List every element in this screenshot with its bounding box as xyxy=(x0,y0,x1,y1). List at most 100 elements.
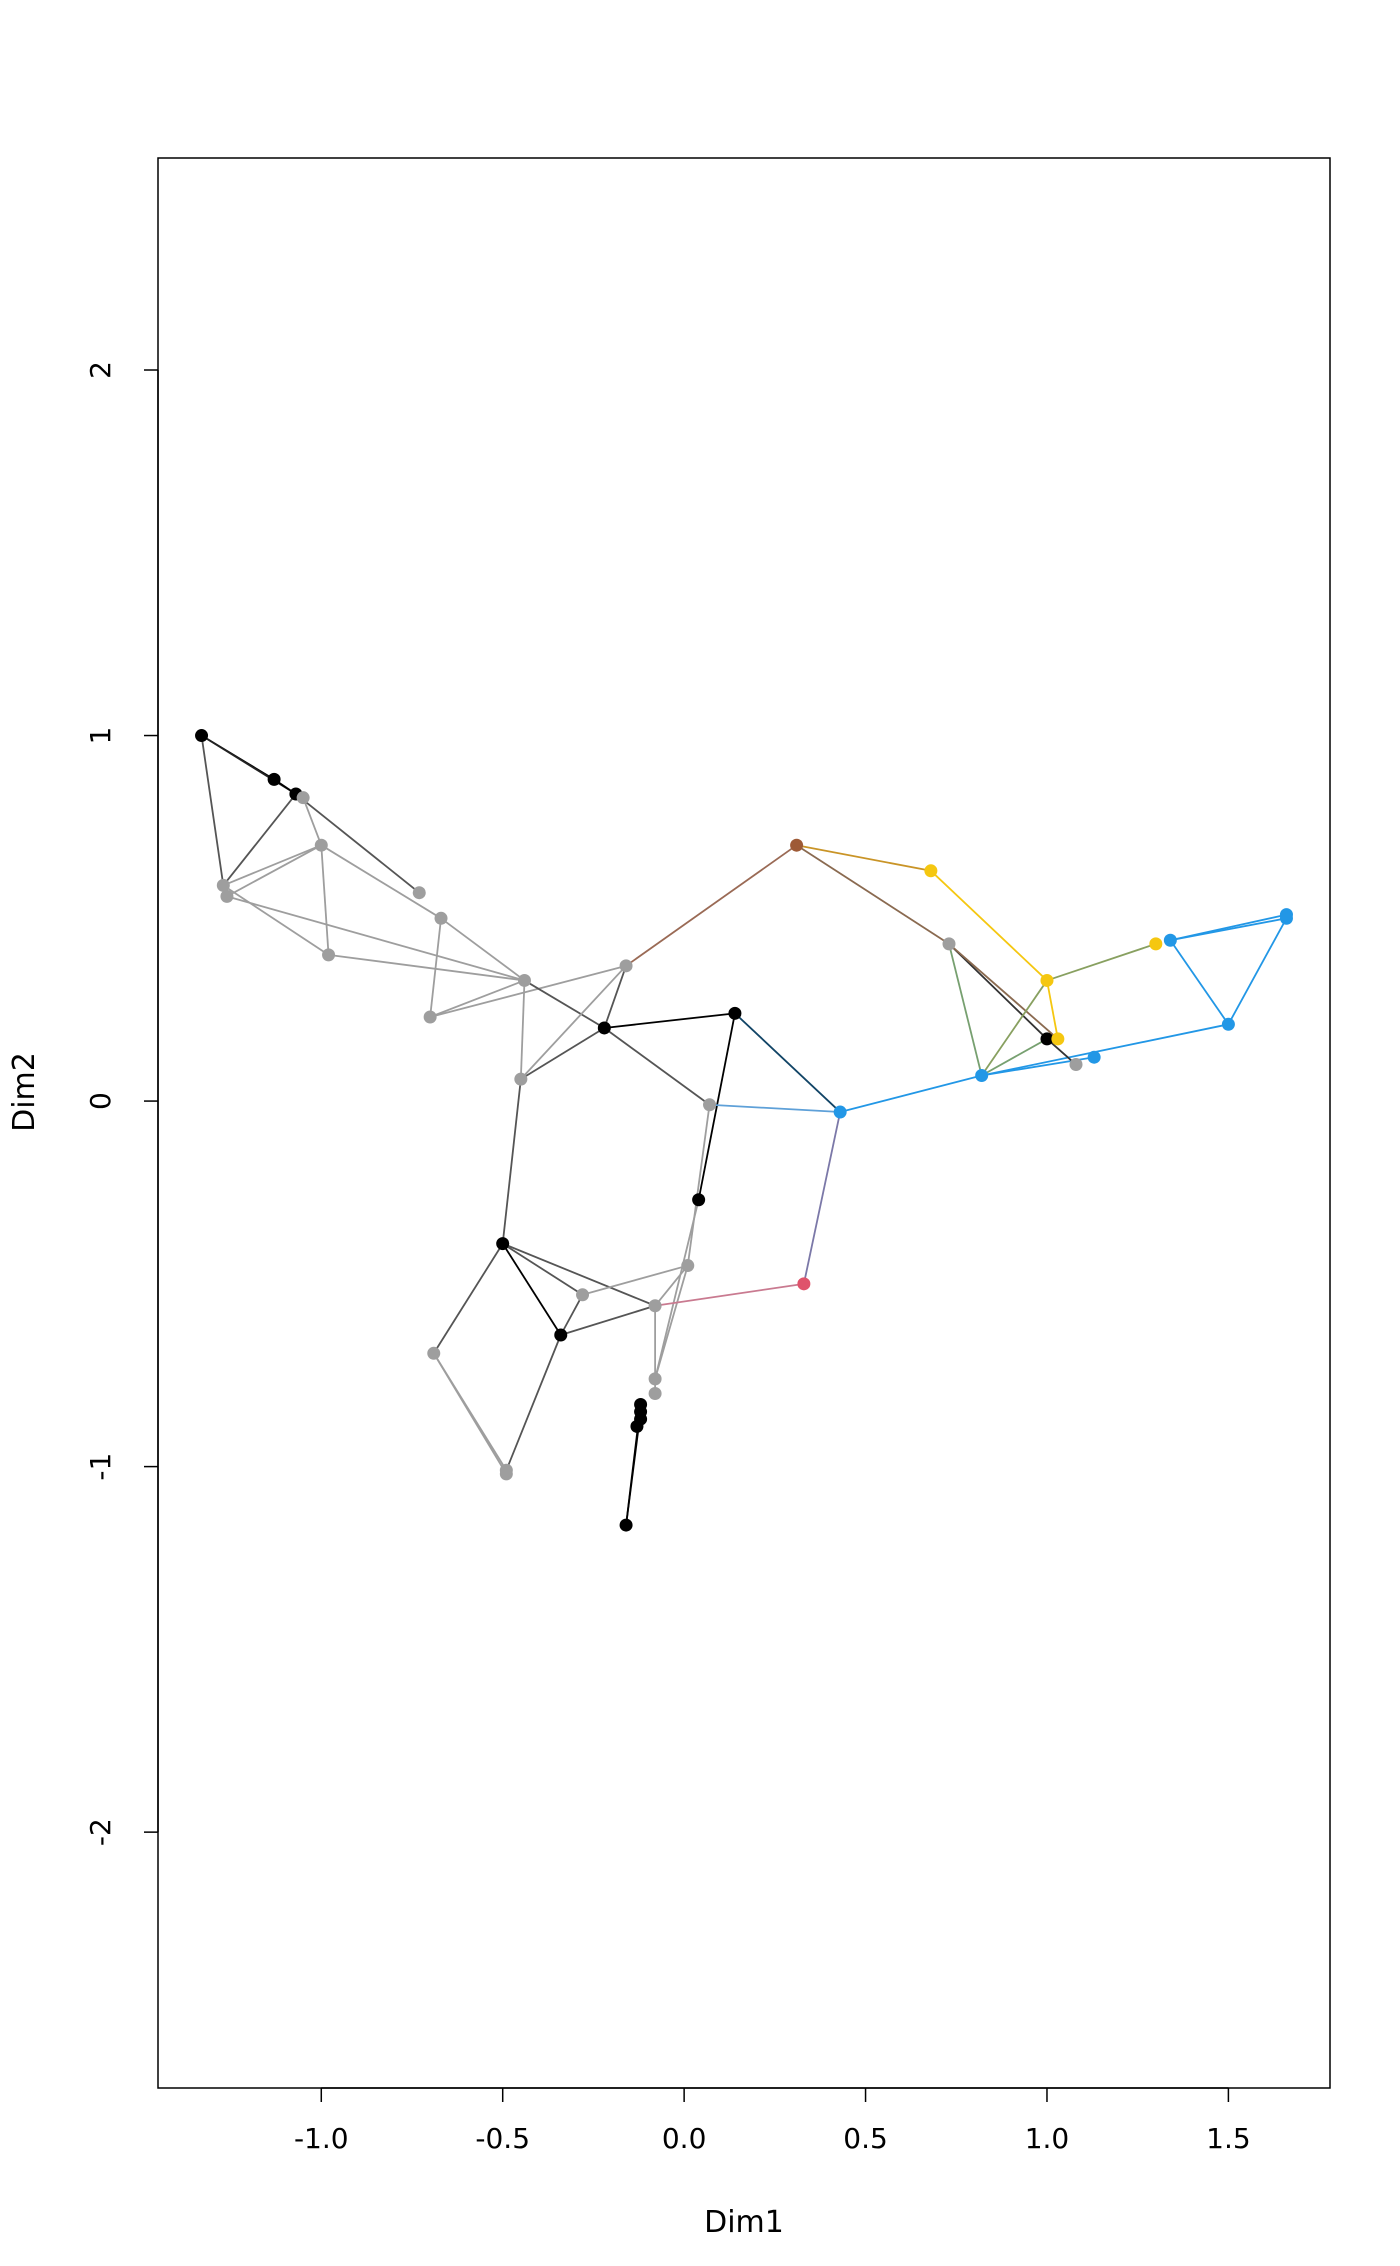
data-point-26 xyxy=(1069,1058,1083,1072)
network-edge-33 xyxy=(796,844,932,872)
network-edge-48 xyxy=(1170,917,1287,942)
data-point-22 xyxy=(975,1068,989,1082)
data-point-23 xyxy=(1040,973,1054,987)
network-edge-29 xyxy=(686,1104,711,1266)
data-point-35 xyxy=(554,1328,568,1342)
network-edge-43 xyxy=(1046,980,1059,1040)
data-point-43 xyxy=(648,1386,662,1400)
x-tick-label-2: 0.0 xyxy=(662,2122,707,2155)
network-edge-23 xyxy=(625,844,798,967)
network-edge-22 xyxy=(603,965,627,1029)
network-edge-5 xyxy=(295,793,420,894)
network-edges xyxy=(200,734,1288,1526)
data-point-8 xyxy=(412,886,426,900)
network-nodes xyxy=(195,729,1293,1532)
data-point-33 xyxy=(496,1237,510,1251)
network-edge-49 xyxy=(1227,917,1288,1025)
x-tick-label-3: 0.5 xyxy=(843,2122,888,2155)
network-edge-37 xyxy=(948,943,1048,1040)
data-point-18 xyxy=(833,1105,847,1119)
x-tick-label-1: -0.5 xyxy=(475,2122,530,2155)
network-edge-30 xyxy=(654,1199,700,1380)
x-axis-label: Dim1 xyxy=(704,2205,784,2240)
network-edge-21 xyxy=(520,1027,605,1080)
network-edge-19 xyxy=(524,979,605,1029)
data-point-27 xyxy=(1087,1050,1101,1064)
network-edge-27 xyxy=(734,1012,841,1113)
network-edge-8 xyxy=(226,844,322,898)
data-point-47 xyxy=(630,1419,644,1433)
data-point-34 xyxy=(576,1288,590,1302)
network-edge-42 xyxy=(981,1023,1229,1077)
x-axis: -1.0 -0.5 0.0 0.5 1.0 1.5 xyxy=(294,2087,1251,2155)
network-edge-34 xyxy=(796,844,950,945)
data-point-9 xyxy=(434,911,448,925)
network-edge-36 xyxy=(948,943,983,1076)
data-point-0 xyxy=(195,729,209,743)
x-tick-label-5: 1.5 xyxy=(1206,2122,1251,2155)
y-tick-label-1: -1 xyxy=(84,1453,117,1481)
data-point-14 xyxy=(597,1021,611,1035)
network-edge-38 xyxy=(948,943,1059,1040)
network-edge-61 xyxy=(654,1282,805,1307)
network-edge-15 xyxy=(440,917,526,982)
network-edge-25 xyxy=(603,1027,711,1106)
network-edge-35 xyxy=(930,870,1048,982)
network-edge-16 xyxy=(429,979,525,1018)
data-point-15 xyxy=(728,1006,742,1020)
data-point-12 xyxy=(514,1072,528,1086)
data-point-19 xyxy=(790,838,804,852)
network-edge-2 xyxy=(200,735,225,886)
data-point-16 xyxy=(703,1098,717,1112)
network-edge-28 xyxy=(709,1103,841,1113)
data-point-39 xyxy=(427,1346,441,1360)
y-tick-label-3: 1 xyxy=(84,727,117,745)
data-point-7 xyxy=(322,948,336,962)
data-point-6 xyxy=(314,838,328,852)
data-point-3 xyxy=(296,791,310,805)
data-point-42 xyxy=(648,1372,662,1386)
network-edge-31 xyxy=(839,1074,982,1113)
network-edge-7 xyxy=(222,844,322,887)
network-edge-40 xyxy=(981,1038,1048,1077)
data-point-24 xyxy=(1040,1032,1054,1046)
network-edge-53 xyxy=(502,1242,656,1307)
network-edge-39 xyxy=(980,979,1048,1076)
plot-frame xyxy=(157,157,1331,2089)
data-point-37 xyxy=(648,1299,662,1313)
network-edge-4 xyxy=(222,793,297,886)
data-point-28 xyxy=(1149,937,1163,951)
network-edge-57 xyxy=(560,1304,656,1336)
data-point-38 xyxy=(797,1277,811,1291)
y-axis-label: Dim2 xyxy=(7,1052,42,1132)
network-edge-11 xyxy=(320,845,330,955)
network-edge-14 xyxy=(429,918,442,1018)
network-edge-59 xyxy=(654,1264,689,1307)
network-edge-52 xyxy=(501,1243,562,1336)
data-point-29 xyxy=(1163,933,1177,947)
network-edge-6 xyxy=(302,797,323,846)
data-point-10 xyxy=(423,1010,437,1024)
y-tick-label-4: 2 xyxy=(84,361,117,379)
y-tick-label-0: -2 xyxy=(84,1818,117,1846)
network-edge-56 xyxy=(559,1294,584,1336)
data-point-25 xyxy=(1051,1032,1065,1046)
data-point-13 xyxy=(619,959,633,973)
data-point-1 xyxy=(267,772,281,786)
network-edge-50 xyxy=(501,1079,522,1244)
network-edge-55 xyxy=(582,1264,688,1296)
data-point-36 xyxy=(681,1259,695,1273)
network-edge-24 xyxy=(604,1012,736,1029)
network-edge-60 xyxy=(654,1265,689,1380)
network-edge-51 xyxy=(502,1242,584,1296)
data-point-21 xyxy=(942,937,956,951)
data-point-5 xyxy=(220,889,234,903)
y-axis: -2 -1 0 1 2 xyxy=(84,361,159,1846)
x-tick-label-0: -1.0 xyxy=(294,2122,349,2155)
data-point-17 xyxy=(692,1193,706,1207)
data-point-32 xyxy=(1279,911,1293,925)
network-edge-17 xyxy=(429,964,627,1018)
network-edge-32 xyxy=(802,1111,842,1285)
network-edge-26 xyxy=(697,1013,736,1200)
network-edge-54 xyxy=(433,1243,504,1354)
